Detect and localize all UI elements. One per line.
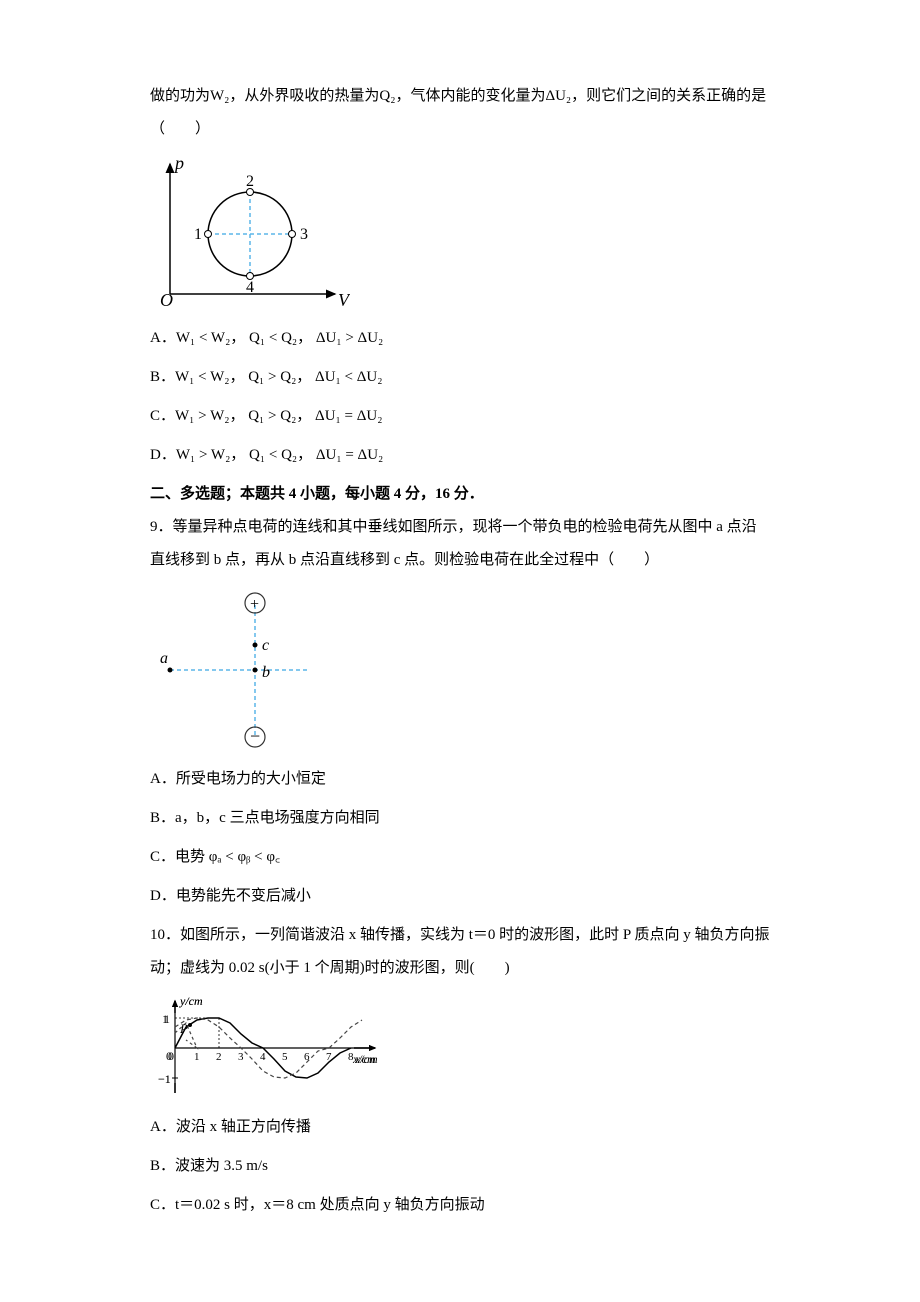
q10-option-a: A．波沿 x 轴正方向传播 — [150, 1111, 770, 1144]
y-axis-label: p — [173, 154, 184, 173]
q10-option-c: C．t＝0.02 s 时，x＝8 cm 处质点向 y 轴负方向振动 — [150, 1189, 770, 1222]
origin-label: O — [160, 290, 173, 310]
point-2: 2 — [246, 173, 254, 190]
point-b: b — [262, 664, 270, 681]
svg-text:7: 7 — [326, 1051, 332, 1063]
q8-option-c: C．W₁ > W₂， Q₁ > Q₂， ΔU₁ = ΔU₂ — [150, 400, 770, 433]
svg-text:6: 6 — [304, 1051, 310, 1063]
wave-diagram: y/cm x/cm 1 −1 0 1234 5678 P 1234 — [150, 993, 770, 1103]
svg-text:1: 1 — [164, 1012, 170, 1026]
charge-diagram: + − a b c — [150, 585, 770, 755]
pv-diagram: O V p 1 2 3 4 — [150, 154, 770, 314]
q8-option-d: D．W₁ > W₂， Q₁ < Q₂， ΔU₁ = ΔU₂ — [150, 439, 770, 472]
minus-charge: − — [250, 726, 260, 746]
q8-intro: 做的功为W₂，从外界吸收的热量为Q₂，气体内能的变化量为ΔU₂，则它们之间的关系… — [150, 80, 770, 146]
svg-text:2: 2 — [216, 1051, 222, 1063]
svg-text:y/cm: y/cm — [179, 994, 203, 1008]
point-a: a — [160, 650, 168, 667]
q9-option-a: A．所受电场力的大小恒定 — [150, 763, 770, 796]
q8-option-a: A．W₁ < W₂， Q₁ < Q₂， ΔU₁ > ΔU₂ — [150, 322, 770, 355]
point-1: 1 — [194, 226, 202, 243]
svg-text:0: 0 — [166, 1049, 172, 1063]
point-p: P — [179, 1021, 188, 1036]
svg-text:4: 4 — [260, 1051, 266, 1063]
q10-stem: 10．如图所示，一列简谐波沿 x 轴传播，实线为 t＝0 时的波形图，此时 P … — [150, 919, 770, 985]
q10-option-b: B．波速为 3.5 m/s — [150, 1150, 770, 1183]
point-3: 3 — [300, 226, 308, 243]
point-4: 4 — [246, 279, 254, 296]
q8-option-b: B．W₁ < W₂， Q₁ > Q₂， ΔU₁ < ΔU₂ — [150, 361, 770, 394]
svg-text:1: 1 — [194, 1051, 200, 1063]
point-c: c — [262, 637, 269, 654]
q9-stem: 9．等量异种点电荷的连线和其中垂线如图所示，现将一个带负电的检验电荷先从图中 a… — [150, 511, 770, 577]
svg-text:x/cm: x/cm — [352, 1052, 376, 1066]
q9-option-b: B．a，b，c 三点电场强度方向相同 — [150, 802, 770, 835]
plus-charge: + — [250, 596, 259, 613]
svg-text:3: 3 — [238, 1051, 244, 1063]
q9-option-d: D．电势能先不变后减小 — [150, 880, 770, 913]
q9-option-c: C．电势 φₐ < φᵦ < φ꜀ — [150, 841, 770, 874]
svg-text:−1: −1 — [158, 1072, 171, 1086]
section-2-heading: 二、多选题；本题共 4 小题，每小题 4 分，16 分． — [150, 478, 770, 511]
svg-text:5: 5 — [282, 1051, 288, 1063]
x-axis-label: V — [338, 290, 350, 310]
